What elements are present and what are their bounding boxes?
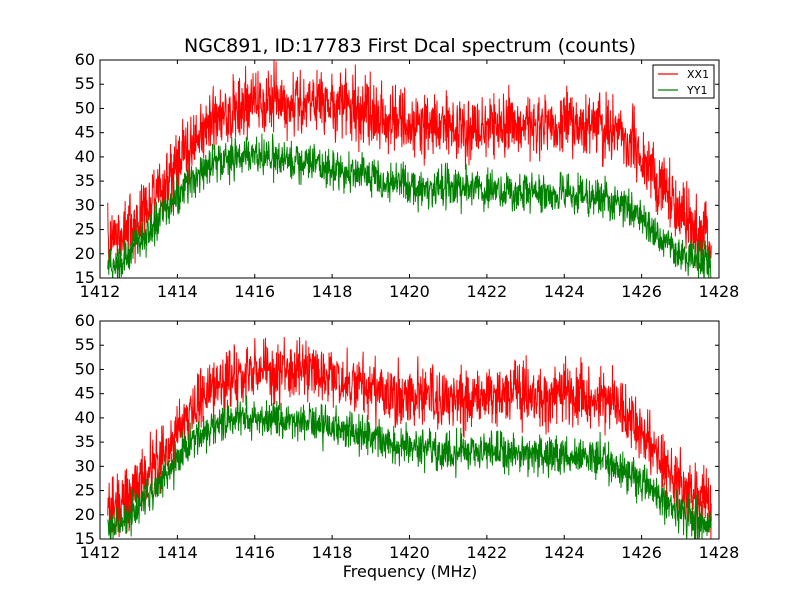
x-axis-label: Frequency (MHz) [343,562,477,581]
x-tick-label: 1426 [621,543,662,562]
y-tick-label: 25 [75,220,95,239]
x-tick-label: 1418 [312,282,353,301]
x-tick-label: 1424 [544,282,585,301]
y-tick-label: 20 [75,505,95,524]
y-tick-label: 60 [75,50,95,69]
y-tick-label: 50 [75,98,95,117]
top-panel: 1412 1414 1416 1418 1420 1422 1424 1426 1428 15 20… [75,50,740,301]
series-line-xx1 [107,336,712,539]
x-tick-label: 1416 [234,543,275,562]
x-tick-label: 1414 [157,282,198,301]
series-line-yy1 [107,133,712,278]
y-tick-label: 40 [75,408,95,427]
x-tick-label: 1428 [699,543,740,562]
y-tick-label: 15 [75,529,95,548]
bottom-panel: 1412 1414 1416 1418 1420 1422 1424 1426 1428 15 20… [75,311,740,562]
series-line-xx1 [107,60,712,271]
x-tick-label: 1422 [467,543,508,562]
x-tick-label: 1416 [234,282,275,301]
y-tick-label: 40 [75,147,95,166]
y-tick-label: 50 [75,359,95,378]
plot-area [107,60,712,278]
y-tick-label: 25 [75,481,95,500]
x-tick-label: 1420 [389,543,430,562]
y-tick-label: 30 [75,456,95,475]
series-line-yy1 [107,395,712,539]
chart-title: NGC891, ID:17783 First Dcal spectrum (co… [184,35,636,57]
x-tick-label: 1412 [80,543,121,562]
y-tick-label: 45 [75,384,95,403]
x-tick-label: 1418 [312,543,353,562]
x-tick-label: 1426 [621,282,662,301]
x-tick-label: 1420 [389,282,430,301]
legend-label-yy1: YY1 [686,84,707,97]
y-tick-label: 20 [75,244,95,263]
legend-box [652,64,715,99]
legend-label-xx1: XX1 [687,68,709,81]
x-tick-label: 1428 [699,282,740,301]
x-tick-label: 1424 [544,543,585,562]
plot-area [107,336,712,539]
y-tick-label: 30 [75,195,95,214]
x-tick-label: 1412 [80,282,121,301]
x-tick-label: 1422 [467,282,508,301]
y-tick-label: 60 [75,311,95,330]
y-tick-label: 45 [75,123,95,142]
y-tick-label: 55 [75,74,95,93]
y-tick-label: 35 [75,171,95,190]
y-tick-label: 55 [75,335,95,354]
y-tick-label: 35 [75,432,95,451]
x-tick-label: 1414 [157,543,198,562]
y-tick-label: 15 [75,268,95,287]
